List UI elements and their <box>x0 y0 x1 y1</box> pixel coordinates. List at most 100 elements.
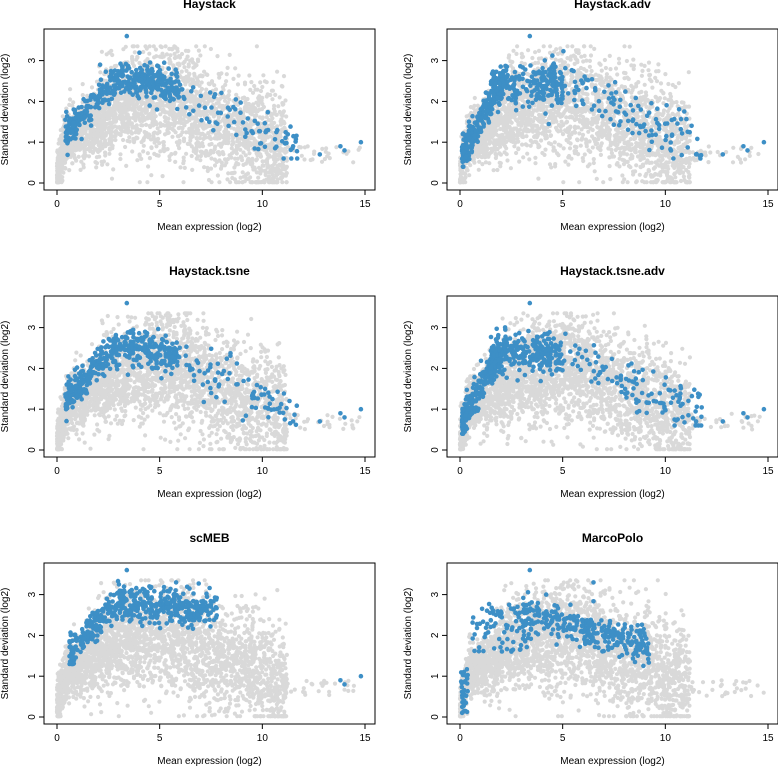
point-gene <box>687 180 692 185</box>
point-gene <box>533 155 538 160</box>
point-gene <box>236 180 242 185</box>
point-gene <box>281 74 287 79</box>
point-gene <box>275 69 280 74</box>
point-gene <box>581 59 586 64</box>
point-gene <box>225 94 230 99</box>
point-selected-gene <box>81 96 86 102</box>
point-gene <box>181 161 186 166</box>
point-gene <box>596 113 601 118</box>
point-gene <box>620 84 625 89</box>
point-selected-gene <box>215 110 221 115</box>
point-gene <box>130 123 135 128</box>
point-gene <box>170 109 175 114</box>
point-gene <box>195 57 201 62</box>
point-selected-gene <box>155 85 160 90</box>
panel-title: Haystack.adv <box>574 0 651 11</box>
point-gene <box>532 108 537 113</box>
point-gene <box>624 58 630 64</box>
point-gene <box>208 46 213 52</box>
point-gene <box>110 52 115 58</box>
point-selected-gene <box>125 63 131 69</box>
point-selected-gene <box>191 108 196 114</box>
point-gene <box>181 155 186 160</box>
point-selected-gene <box>129 69 134 75</box>
point-selected-gene <box>317 152 323 157</box>
point-gene <box>590 116 595 121</box>
point-gene <box>176 126 181 131</box>
point-gene <box>189 153 194 159</box>
point-gene <box>143 59 148 64</box>
point-gene <box>260 84 265 90</box>
point-selected-gene <box>134 67 139 73</box>
point-gene <box>143 110 148 115</box>
point-selected-gene <box>98 87 103 92</box>
point-gene <box>147 156 152 161</box>
point-gene <box>175 134 180 139</box>
point-gene <box>241 150 246 155</box>
point-selected-gene <box>243 134 248 139</box>
point-gene <box>649 160 654 165</box>
point-gene <box>555 110 561 115</box>
point-selected-gene <box>294 148 300 154</box>
point-gene <box>141 137 146 143</box>
point-selected-gene <box>187 112 192 117</box>
point-gene <box>61 142 67 147</box>
point-gene <box>234 92 239 97</box>
point-gene <box>74 158 79 163</box>
point-gene <box>243 153 248 158</box>
point-gene <box>208 96 213 101</box>
point-gene <box>326 151 331 156</box>
point-gene <box>167 157 172 163</box>
point-gene <box>494 153 499 158</box>
point-gene <box>512 144 517 149</box>
point-gene <box>225 65 230 70</box>
point-gene <box>623 146 628 151</box>
point-gene <box>272 161 277 166</box>
point-gene <box>261 163 266 168</box>
point-gene <box>205 168 210 174</box>
point-gene <box>203 112 208 117</box>
point-selected-gene <box>202 105 208 110</box>
point-gene <box>55 167 60 172</box>
point-gene <box>94 79 100 84</box>
point-selected-gene <box>225 105 231 110</box>
point-gene <box>592 169 597 174</box>
point-gene <box>275 165 280 170</box>
point-selected-gene <box>289 156 294 161</box>
point-gene <box>232 170 237 175</box>
point-gene <box>299 153 304 158</box>
point-gene <box>656 62 661 67</box>
point-selected-gene <box>175 90 181 95</box>
point-gene <box>666 155 672 160</box>
point-gene <box>88 129 93 134</box>
point-selected-gene <box>255 121 260 126</box>
point-gene <box>277 109 282 115</box>
point-gene <box>121 47 126 52</box>
point-selected-gene <box>165 85 170 90</box>
point-gene <box>302 157 307 162</box>
point-gene <box>590 145 595 150</box>
point-gene <box>244 172 249 177</box>
point-gene <box>491 168 496 173</box>
point-gene <box>98 142 104 147</box>
point-gene <box>587 162 592 167</box>
point-gene <box>266 118 272 123</box>
point-gene <box>251 102 256 107</box>
point-gene <box>102 108 107 113</box>
point-gene <box>265 161 270 167</box>
point-gene <box>149 173 154 178</box>
point-gene <box>81 165 86 170</box>
point-gene <box>123 144 128 150</box>
point-gene <box>577 131 582 136</box>
point-selected-gene <box>243 127 248 132</box>
point-gene <box>202 165 207 170</box>
point-selected-gene <box>122 79 128 85</box>
point-gene <box>198 158 203 163</box>
point-gene <box>200 74 205 79</box>
point-gene <box>589 68 594 74</box>
point-gene <box>107 129 112 134</box>
point-gene <box>273 92 278 97</box>
point-gene <box>681 142 686 147</box>
point-gene <box>644 160 649 165</box>
point-gene <box>582 44 587 49</box>
